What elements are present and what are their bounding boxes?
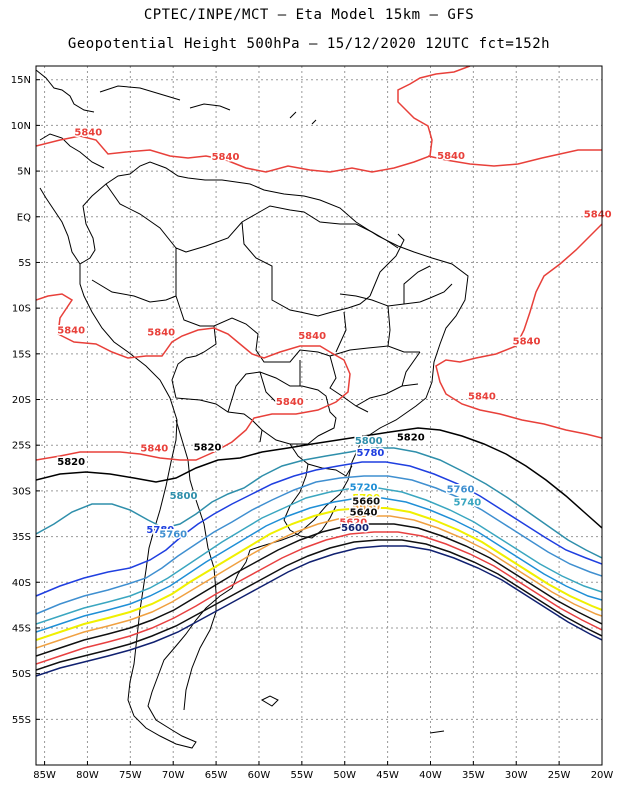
lon-tick-label: 80W: [76, 770, 99, 781]
lon-tick-label: 55W: [291, 770, 314, 781]
lat-tick-label: 50S: [12, 669, 31, 680]
contour-5600: [36, 545, 602, 677]
lat-tick-label: 15S: [12, 349, 31, 360]
contour-label-5680: 5680: [352, 502, 380, 513]
lat-tick-label: 5S: [18, 258, 31, 269]
lon-tick-label: 30W: [505, 770, 528, 781]
contour-label-5800: 5800: [355, 436, 383, 447]
lat-tick-label: 10N: [11, 121, 31, 132]
lat-tick-label: 40S: [12, 578, 31, 589]
contour-5800: [36, 447, 602, 559]
contour-label-5840: 5840: [276, 397, 304, 408]
contour-label-5780: 5780: [146, 525, 174, 536]
contour-label-5700: 5700: [352, 493, 380, 504]
contour-label-5740: 5740: [453, 497, 481, 508]
contour-label-5840: 5840: [298, 331, 326, 342]
lat-tick-label: 30S: [12, 486, 31, 497]
contour-label-5840: 5840: [468, 391, 496, 402]
contour-5820: [36, 427, 602, 529]
lon-tick-label: 20W: [591, 770, 614, 781]
lat-tick-label: 5N: [17, 167, 31, 178]
contour-label-5820: 5820: [397, 432, 425, 443]
lat-tick-label: 20S: [12, 395, 31, 406]
height-contours: [36, 66, 602, 677]
lat-tick-label: 15N: [11, 75, 31, 86]
contour-label-5780: 5780: [357, 448, 385, 459]
lat-tick-label: 45S: [12, 623, 31, 634]
lat-tick-label: 55S: [12, 715, 31, 726]
contour-label-5840: 5840: [147, 327, 175, 338]
contour-label-5620: 5620: [339, 517, 367, 528]
lon-tick-label: 35W: [462, 770, 485, 781]
lon-tick-label: 75W: [119, 770, 142, 781]
contour-5840-north: [36, 66, 471, 173]
latitude-axis: 15N 10N 5N EQ 5S 10S 15S 20S 25S 30S 35S 40S 45S 50S 5…: [11, 75, 40, 726]
chart-title-line1: CPTEC/INPE/MCT – Eta Model 15km – GFS: [143, 7, 475, 23]
contour-label-5840: 5840: [57, 326, 85, 337]
south-america-coastline: [79, 161, 469, 749]
contour-label-5840: 5840: [513, 337, 541, 348]
lat-lon-grid: [36, 66, 603, 765]
contour-label-5660: 5660: [352, 496, 380, 507]
lon-tick-label: 60W: [248, 770, 271, 781]
lon-tick-label: 65W: [205, 770, 228, 781]
contour-labels: 5840 5840 5840 5840 5840 5840 5840 5840 5840 5840…: [56, 126, 613, 542]
contour-label-5840: 5840: [140, 443, 168, 454]
contour-label-5760: 5760: [159, 529, 187, 540]
lat-tick-label: 35S: [12, 532, 31, 543]
contour-label-5600: 5600: [341, 523, 369, 534]
longitude-axis: 85W 80W 75W 70W 65W 60W 55W 50W 45W 40W 35W 30W 25W 2…: [33, 761, 613, 781]
lat-tick-label: 25S: [12, 441, 31, 452]
lat-tick-label: 10S: [12, 304, 31, 315]
contour-label-5640: 5640: [350, 507, 378, 518]
lon-tick-label: 25W: [548, 770, 571, 781]
lon-tick-label: 85W: [33, 770, 56, 781]
contour-label-5820: 5820: [57, 457, 85, 468]
contour-label-5820: 5820: [194, 443, 222, 454]
contour-label-5840: 5840: [212, 152, 240, 163]
lat-tick-label: EQ: [17, 212, 31, 223]
contour-5840-south: [36, 293, 351, 461]
lon-tick-label: 50W: [333, 770, 356, 781]
lon-tick-label: 70W: [162, 770, 185, 781]
country-borders: [91, 183, 405, 711]
contour-label-5760: 5760: [447, 485, 475, 496]
lon-tick-label: 45W: [376, 770, 399, 781]
contour-label-5840: 5840: [74, 127, 102, 138]
map-frame: [35, 65, 603, 766]
chart-title-line2: Geopotential Height 500hPa – 15/12/2020 …: [67, 36, 551, 52]
contour-label-5800: 5800: [170, 491, 198, 502]
coastlines-and-borders: [36, 69, 469, 749]
lon-tick-label: 40W: [419, 770, 442, 781]
contour-label-5840: 5840: [584, 210, 612, 221]
contour-label-5720: 5720: [350, 483, 378, 494]
contour-5780: [36, 461, 602, 597]
contour-label-5840: 5840: [437, 151, 465, 162]
